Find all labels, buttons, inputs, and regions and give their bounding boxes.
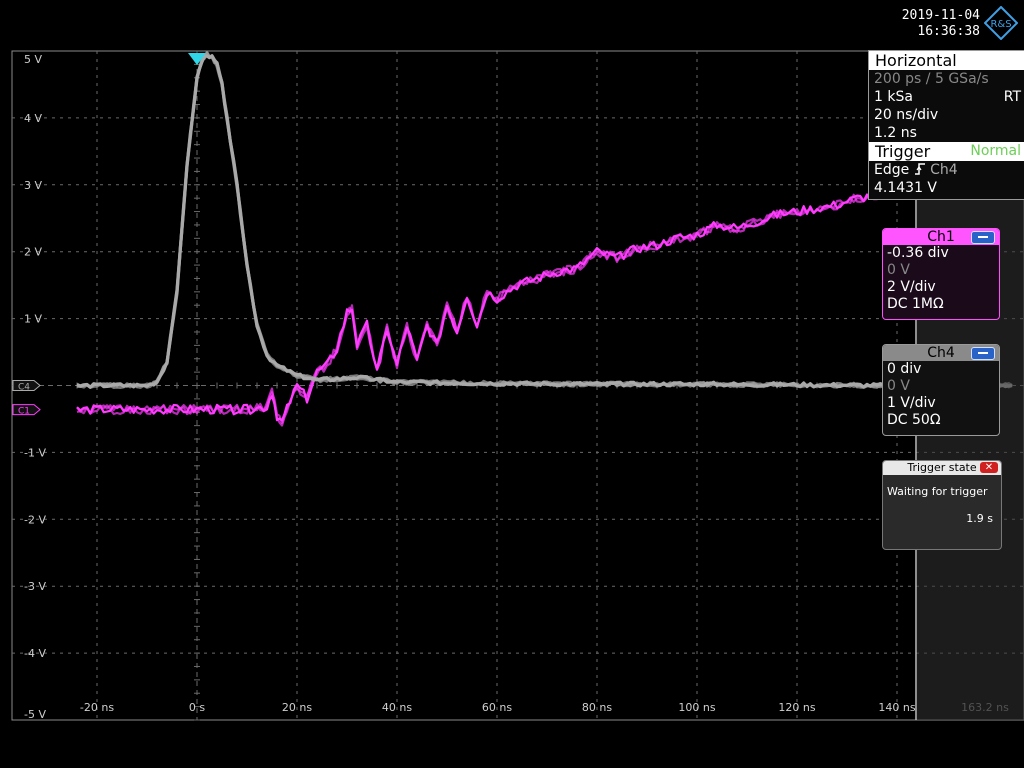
x-tick-label: -20 ns [80, 701, 114, 714]
ch4-settings-box[interactable]: Ch4 0 div 0 V 1 V/div DC 50Ω [882, 344, 1000, 436]
x-tick-label: 20 ns [282, 701, 312, 714]
y-tick-label: 3 V [24, 179, 42, 192]
trigger-header: Trigger Normal [869, 142, 1024, 161]
trigger-state-message: Waiting for trigger [887, 485, 988, 498]
acquisition-mode: RT [1003, 89, 1021, 105]
x-tick-label: 40 ns [382, 701, 412, 714]
y-tick-label: 5 V [24, 53, 42, 66]
ch1-waveform [76, 166, 1013, 427]
trigger-type-row: Edge Ch4 [869, 161, 1024, 179]
horizontal-record-length-row: 1 kSa RT [869, 88, 1024, 106]
ch4-minimize-icon[interactable] [971, 347, 995, 360]
date-time-display: 2019-11-04 16:36:38 [902, 8, 980, 40]
channel-markers[interactable]: C4 C1 [12, 53, 206, 417]
ch4-scale: 1 V/div [887, 395, 936, 411]
date-text: 2019-11-04 [901, 8, 980, 23]
time-text: 16:36:38 [917, 24, 980, 39]
ch1-settings-box[interactable]: Ch1 -0.36 div 0 V 2 V/div DC 1MΩ [882, 228, 1000, 320]
x-tick-label: 100 ns [678, 701, 715, 714]
ch1-waveform [76, 168, 1013, 422]
trigger-title: Trigger [875, 142, 931, 161]
waveform-traces [76, 51, 1013, 427]
x-tick-label: 60 ns [482, 701, 512, 714]
close-icon[interactable]: ✕ [980, 462, 998, 473]
horizontal-resolution: 200 ps / 5 GSa/s [874, 71, 989, 87]
trigger-state-header: Trigger state ✕ [883, 461, 1001, 475]
horizontal-time-scale: 20 ns/div [874, 107, 939, 123]
ch4-offset-volts: 0 V [887, 378, 910, 394]
trigger-state-title: Trigger state [907, 461, 977, 474]
trigger-state-dialog[interactable]: Trigger state ✕ Waiting for trigger 1.9 … [882, 460, 1002, 550]
ch4-offset-div: 0 div [887, 361, 922, 377]
ch1-minimize-icon[interactable] [971, 231, 995, 244]
ch4-offset-marker-label: C4 [18, 383, 30, 393]
ch4-waveform [76, 51, 1013, 390]
trigger-type: Edge [874, 162, 910, 178]
y-tick-label: -5 V [24, 708, 46, 721]
y-tick-label: -2 V [24, 513, 46, 526]
trigger-position-marker[interactable] [188, 53, 206, 65]
ch1-coupling: DC 1MΩ [887, 296, 944, 312]
trigger-state-elapsed: 1.9 s [966, 512, 993, 525]
trigger-level: 4.1431 V [874, 180, 938, 196]
horizontal-title: Horizontal [869, 51, 1024, 70]
ch1-offset-div: -0.36 div [887, 245, 949, 261]
ch4-title: Ch4 [927, 345, 955, 361]
ch4-offset-marker-shape [12, 380, 41, 391]
ch1-scale: 2 V/div [887, 279, 936, 295]
ch1-title: Ch1 [927, 229, 955, 245]
x-tick-label: 80 ns [582, 701, 612, 714]
trigger-source: Ch4 [930, 162, 958, 178]
ch4-coupling: DC 50Ω [887, 412, 941, 428]
y-tick-label: -3 V [24, 580, 46, 593]
ch1-header: Ch1 [883, 229, 999, 245]
ch1-offset-marker-label: C1 [18, 407, 30, 417]
ch4-header: Ch4 [883, 345, 999, 361]
x-tick-label: 140 ns [878, 701, 915, 714]
logo-text: R&S [990, 19, 1011, 30]
ch4-offset-marker[interactable]: C4 [12, 380, 41, 393]
horizontal-position: 1.2 ns [874, 125, 917, 141]
rising-edge-icon [914, 163, 925, 175]
trigger-mode: Normal [970, 143, 1021, 159]
rohde-schwarz-logo-icon[interactable]: R&S [984, 6, 1018, 40]
y-tick-label: 4 V [24, 112, 42, 125]
record-length: 1 kSa [874, 89, 913, 105]
ch1-offset-marker[interactable]: C1 [12, 404, 41, 417]
ch1-offset-marker-shape [12, 404, 41, 416]
y-tick-label: 2 V [24, 246, 42, 259]
y-tick-label: -1 V [24, 446, 46, 459]
x-tick-label: 120 ns [778, 701, 815, 714]
y-tick-label: -4 V [24, 647, 46, 660]
horizontal-panel[interactable]: Horizontal 200 ps / 5 GSa/s 1 kSa RT 20 … [868, 50, 1024, 200]
x-tick-label: 0 s [189, 701, 205, 714]
y-axis-tick-labels: 5 V 4 V 3 V 2 V 1 V -1 V -2 V -3 V -4 V -5 V [24, 53, 46, 721]
y-tick-label: 1 V [24, 313, 42, 326]
ch1-offset-volts: 0 V [887, 262, 910, 278]
